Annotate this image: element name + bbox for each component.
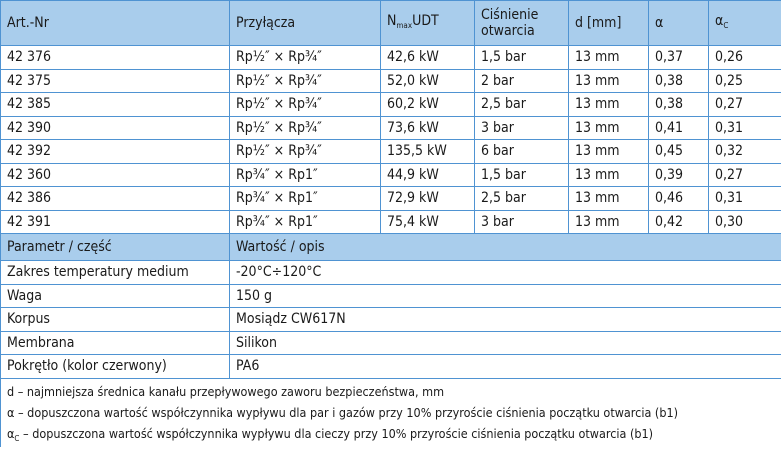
cell-alpha-c: 0,25: [709, 69, 781, 93]
cell-alpha-c: 0,31: [709, 116, 781, 140]
cell-przylacza: Rp½″ × Rp¾″: [230, 140, 381, 164]
cell-przylacza: Rp¾″ × Rp1″: [230, 187, 381, 211]
cell-alpha: 0,42: [649, 210, 709, 234]
cell-art-nr: 42 375: [1, 69, 230, 93]
cell-przylacza: Rp½″ × Rp¾″: [230, 116, 381, 140]
cell-alpha-c: 0,32: [709, 140, 781, 164]
cell-alpha: 0,37: [649, 46, 709, 70]
cell-alpha: 0,45: [649, 140, 709, 164]
header-alpha-c: αC: [709, 1, 781, 46]
cell-d: 13 mm: [569, 46, 649, 70]
cell-alpha-c: 0,27: [709, 163, 781, 187]
cell-art-nr: 42 390: [1, 116, 230, 140]
cell-cisnienie: 3 bar: [475, 210, 569, 234]
param-row: Zakres temperatury medium-20°C÷120°C: [1, 261, 781, 285]
cell-nmax: 52,0 kW: [381, 69, 475, 93]
cell-cisnienie: 2,5 bar: [475, 187, 569, 211]
cell-alpha: 0,38: [649, 93, 709, 117]
cell-alpha-c: 0,31: [709, 187, 781, 211]
cell-art-nr: 42 386: [1, 187, 230, 211]
cell-nmax: 75,4 kW: [381, 210, 475, 234]
cell-nmax: 44,9 kW: [381, 163, 475, 187]
header-alpha: α: [649, 1, 709, 46]
param-value: 150 g: [230, 284, 781, 308]
cell-cisnienie: 1,5 bar: [475, 163, 569, 187]
cell-d: 13 mm: [569, 210, 649, 234]
header-value: Wartość / opis: [230, 234, 781, 261]
cell-alpha: 0,38: [649, 69, 709, 93]
cell-alpha-c: 0,26: [709, 46, 781, 70]
cell-art-nr: 42 391: [1, 210, 230, 234]
param-name: Waga: [1, 284, 230, 308]
header-nmax: NmaxUDT: [381, 1, 475, 46]
cell-przylacza: Rp½″ × Rp¾″: [230, 93, 381, 117]
cell-cisnienie: 2,5 bar: [475, 93, 569, 117]
cell-cisnienie: 2 bar: [475, 69, 569, 93]
cell-przylacza: Rp½″ × Rp¾″: [230, 69, 381, 93]
cell-cisnienie: 6 bar: [475, 140, 569, 164]
header-d: d [mm]: [569, 1, 649, 46]
cell-art-nr: 42 385: [1, 93, 230, 117]
param-name: Membrana: [1, 331, 230, 355]
param-name: Zakres temperatury medium: [1, 261, 230, 285]
param-value: PA6: [230, 355, 781, 379]
cell-przylacza: Rp½″ × Rp¾″: [230, 46, 381, 70]
note-d: d – najmniejsza średnica kanału przepływ…: [7, 381, 781, 402]
note-alpha: α – dopuszczona wartość współczynnika wy…: [7, 402, 781, 423]
cell-przylacza: Rp¾″ × Rp1″: [230, 210, 381, 234]
param-name: Pokrętło (kolor czerwony): [1, 355, 230, 379]
cell-art-nr: 42 360: [1, 163, 230, 187]
parameters-table: Parametr / część Wartość / opis Zakres t…: [0, 233, 781, 379]
cell-nmax: 60,2 kW: [381, 93, 475, 117]
cell-art-nr: 42 376: [1, 46, 230, 70]
cell-d: 13 mm: [569, 69, 649, 93]
cell-nmax: 135,5 kW: [381, 140, 475, 164]
cell-alpha-c: 0,27: [709, 93, 781, 117]
param-value: Silikon: [230, 331, 781, 355]
header-param: Parametr / część: [1, 234, 230, 261]
cell-d: 13 mm: [569, 140, 649, 164]
cell-d: 13 mm: [569, 93, 649, 117]
cell-alpha: 0,41: [649, 116, 709, 140]
params-header-row: Parametr / część Wartość / opis: [1, 234, 781, 261]
header-przylacza: Przyłącza: [230, 1, 381, 46]
cell-alpha-c: 0,30: [709, 210, 781, 234]
cell-d: 13 mm: [569, 116, 649, 140]
cell-d: 13 mm: [569, 163, 649, 187]
param-row: Pokrętło (kolor czerwony)PA6: [1, 355, 781, 379]
cell-d: 13 mm: [569, 187, 649, 211]
cell-cisnienie: 3 bar: [475, 116, 569, 140]
param-value: Mosiądz CW617N: [230, 308, 781, 332]
footnotes: d – najmniejsza średnica kanału przepływ…: [0, 378, 781, 447]
cell-przylacza: Rp¾″ × Rp1″: [230, 163, 381, 187]
cell-nmax: 73,6 kW: [381, 116, 475, 140]
note-alpha-c: αC – dopuszczona wartość współczynnika w…: [7, 423, 781, 449]
cell-nmax: 72,9 kW: [381, 187, 475, 211]
header-art-nr: Art.-Nr: [1, 1, 230, 46]
cell-alpha: 0,39: [649, 163, 709, 187]
param-value: -20°C÷120°C: [230, 261, 781, 285]
cell-art-nr: 42 392: [1, 140, 230, 164]
param-name: Korpus: [1, 308, 230, 332]
cell-nmax: 42,6 kW: [381, 46, 475, 70]
cell-cisnienie: 1,5 bar: [475, 46, 569, 70]
cell-alpha: 0,46: [649, 187, 709, 211]
